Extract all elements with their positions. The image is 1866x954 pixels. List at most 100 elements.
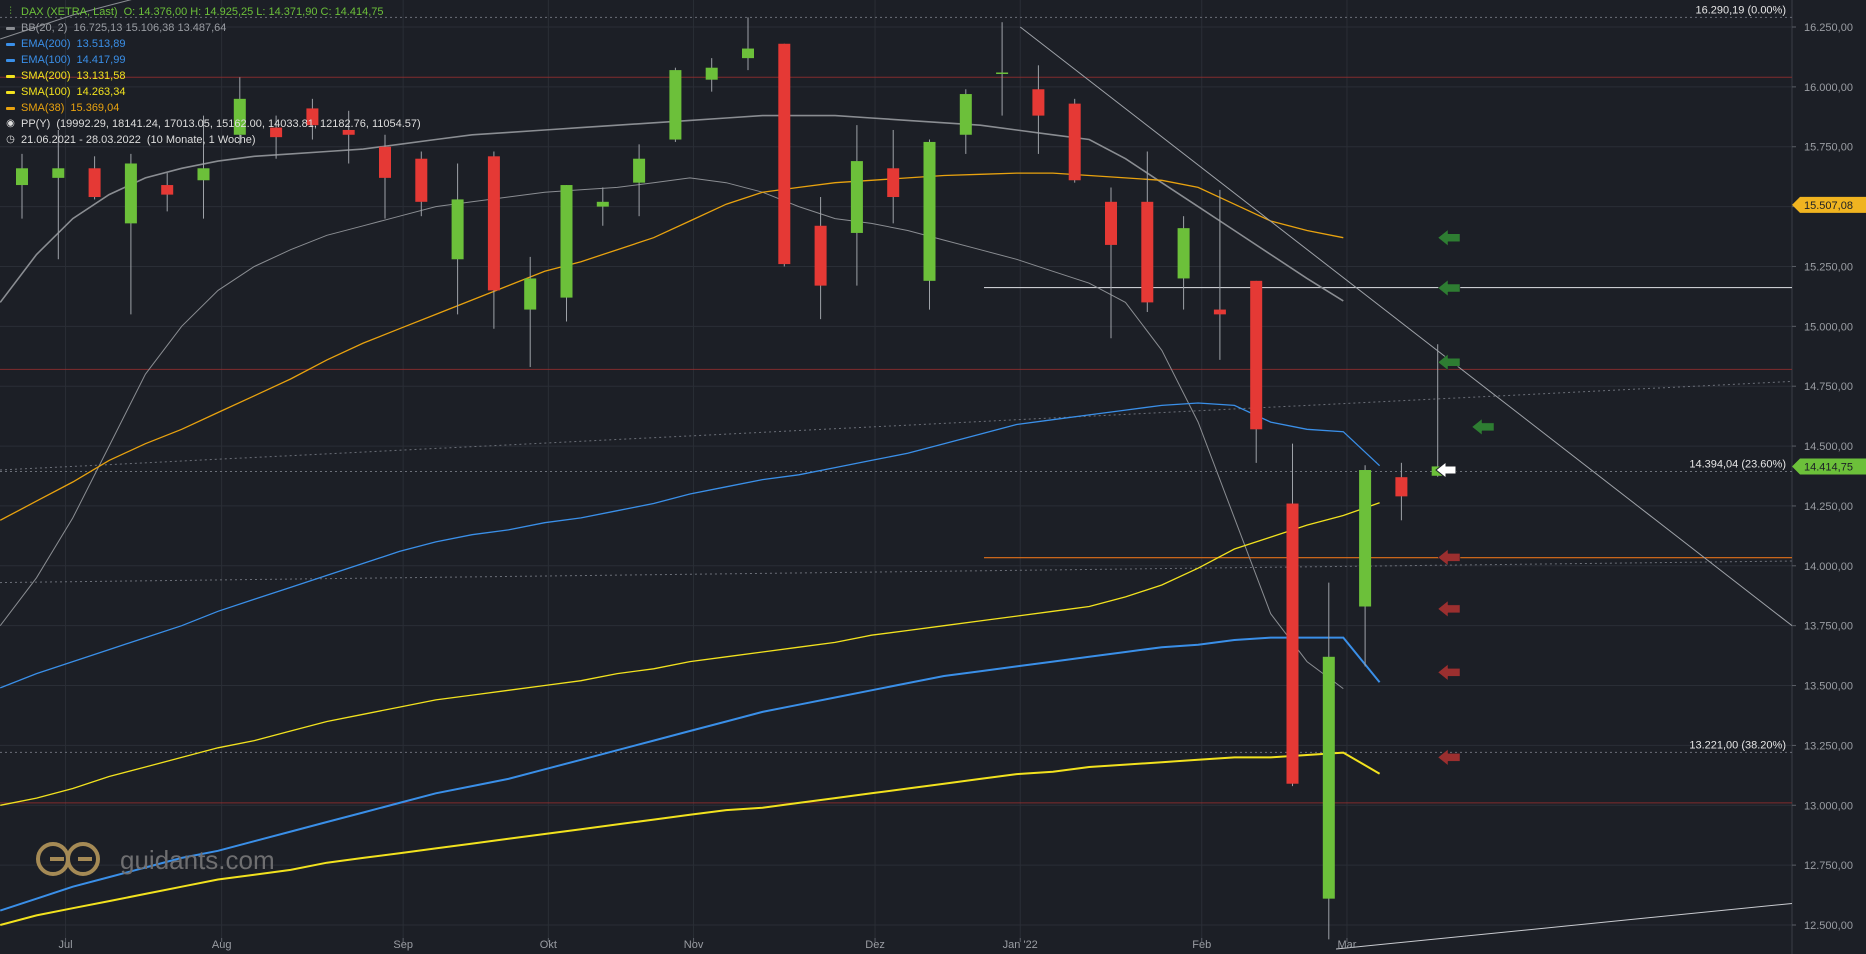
y-tick-label: 14.000,00 [1804,561,1853,573]
ohlc-values: O: 14.376,00 H: 14.925,25 L: 14.371,90 C… [123,6,384,18]
range-label: 21.06.2021 - 28.03.2022 [21,134,141,146]
sma38-line [0,172,1344,521]
x-tick-label: Nov [684,939,704,951]
candle-up [742,48,754,59]
candle-up [52,168,65,178]
candle-down [487,156,500,291]
ema200-label: EMA(200) [21,38,71,50]
candle-down [1141,201,1154,303]
price-badge [1792,458,1866,475]
moving-averages [0,172,1381,926]
instrument-label: DAX (XETRA, Last) [21,6,118,18]
candle-up [524,278,537,310]
x-tick-label: Dez [865,939,885,951]
bb-label: BB(20, 2) [21,22,68,34]
candle-up [669,70,682,140]
cursor-arrow-icon [1435,460,1457,480]
dotted-trendline [0,380,1793,471]
sma100-label: SMA(100) [21,86,71,98]
candle-up [451,199,464,260]
sma38-value: 15.369,04 [70,102,120,114]
candle-up [996,72,1009,74]
y-tick-label: 13.500,00 [1804,681,1853,693]
bb-values: 16.725,13 15.106,38 13.487,64 [73,22,227,34]
candle-down [778,43,791,265]
candle-icon: ⫶ [9,6,12,17]
sma100-value: 14.263,34 [76,86,126,98]
uptrend-line [1336,902,1793,950]
legend-sma38: SMA(38) 15.369,04 [6,100,421,116]
candle-up [959,94,972,135]
candle-up [1177,228,1190,279]
candle-up [16,168,28,186]
y-tick-label: 13.250,00 [1804,740,1853,752]
legend-instrument: ⫶ DAX (XETRA, Last) O: 14.376,00 H: 14.925… [6,4,421,20]
y-tick-label: 12.500,00 [1804,920,1853,932]
x-tick-label: Feb [1192,939,1211,951]
sma100-line [0,502,1380,806]
y-tick-label: 15.750,00 [1804,142,1853,154]
green-arrow-icon [1437,353,1461,371]
pp-values: (19992.29, 18141.24, 17013.05, 15162.00,… [56,118,421,130]
downtrend-line [1019,26,1793,627]
x-tick-label: Jan '22 [1003,939,1038,951]
red-arrow-icon [1437,663,1461,681]
sma200-label: SMA(200) [21,70,71,82]
legend-sma100: SMA(100) 14.263,34 [6,84,421,100]
price-badge [1792,196,1866,213]
candle-down [1395,477,1408,497]
legend-sma200: SMA(200) 13.131,58 [6,68,421,84]
candle-down [161,185,174,195]
candle-down [1032,89,1045,116]
price-axis: 12.500,00 12.750,00 13.000,00 13.250,00 13.5… [1792,22,1866,932]
candle-down [342,129,355,135]
candle-down [270,127,283,138]
y-tick-label: 15.000,00 [1804,321,1853,333]
y-tick-label: 13.000,00 [1804,800,1853,812]
candle-down [814,225,827,286]
y-tick-label: 16.250,00 [1804,22,1853,34]
candle-down [1068,103,1081,181]
green-arrow-icon [1471,418,1495,436]
ema100-line [0,402,1381,689]
y-tick-label: 15.250,00 [1804,261,1853,273]
dotted-trendline [0,560,1793,584]
guidants-logo-text: guidants.com [120,844,275,875]
candle-up [124,163,137,224]
candle-up [1322,656,1335,899]
ema100-label: EMA(100) [21,54,71,66]
candle-up [197,168,210,181]
time-axis: Jul Aug Sep Okt Nov Dez Jan '22 Feb Mar [59,938,1357,951]
candle-down [1286,503,1299,784]
candles [16,17,1444,940]
legend-bb: BB(20, 2) 16.725,13 15.106,38 13.487,64 [6,20,421,36]
ema200-swatch [6,42,15,46]
sma200-value: 13.131,58 [76,70,126,82]
fib-level-label: 13.221,00 (38.20%) [1689,739,1786,751]
x-tick-label: Jul [59,939,73,951]
range-note: (10 Monate, 1 Woche) [146,134,256,146]
price-badge-label: 14.414,75 [1804,461,1853,473]
ema100-value: 14.417,99 [76,54,126,66]
candle-up [705,67,718,80]
fib-level-label: 14.394,04 (23.60%) [1689,458,1786,470]
y-tick-label: 14.250,00 [1804,501,1853,513]
bb-swatch [6,26,15,30]
candle-up [1359,470,1372,607]
sma38-swatch [6,106,15,110]
x-tick-label: Sep [393,939,413,951]
red-arrow-icon [1437,600,1461,618]
candle-down [887,168,900,198]
candle-up [850,161,863,233]
x-tick-label: Aug [212,939,232,951]
candle-down [306,108,319,126]
sma38-label: SMA(38) [21,102,65,114]
ema100-swatch [6,58,15,62]
clock-icon: ◷ [6,134,15,145]
y-tick-label: 13.750,00 [1804,621,1853,633]
green-arrow-icon [1437,279,1461,297]
target-icon: ◉ [6,118,15,129]
candle-up [633,158,646,183]
green-arrow-icon [1437,229,1461,247]
